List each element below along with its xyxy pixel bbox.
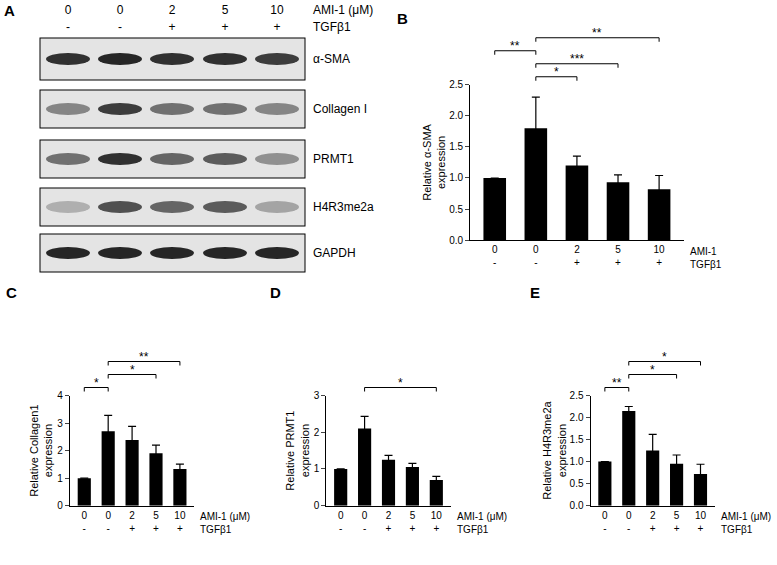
svg-text:Collagen I: Collagen I — [313, 102, 367, 116]
svg-text:A: A — [4, 2, 15, 19]
svg-text:5+: 5+ — [409, 510, 415, 534]
svg-text:*: * — [662, 350, 667, 364]
svg-text:0.0: 0.0 — [449, 235, 463, 246]
svg-text:5+: 5+ — [674, 510, 680, 534]
svg-text:10: 10 — [270, 3, 284, 17]
svg-text:0-: 0- — [492, 244, 498, 268]
svg-text:+: + — [273, 20, 280, 34]
svg-text:2.5: 2.5 — [570, 390, 584, 401]
svg-text:*: * — [398, 376, 403, 390]
svg-text:2+: 2+ — [574, 244, 580, 268]
svg-text:1.0: 1.0 — [449, 172, 463, 183]
svg-text:2+: 2+ — [650, 510, 656, 534]
svg-text:5+: 5+ — [615, 244, 621, 268]
svg-text:2: 2 — [57, 445, 63, 456]
svg-text:TGFβ1: TGFβ1 — [457, 524, 489, 535]
svg-text:-: - — [66, 20, 70, 34]
svg-text:0.5: 0.5 — [570, 478, 584, 489]
svg-text:+: + — [168, 20, 175, 34]
svg-text:0.0: 0.0 — [570, 500, 584, 511]
svg-text:TGFβ1: TGFβ1 — [200, 524, 232, 535]
svg-text:1.5: 1.5 — [449, 141, 463, 152]
svg-text:0: 0 — [57, 500, 63, 511]
svg-text:**: ** — [139, 350, 149, 364]
svg-text:10+: 10+ — [695, 510, 707, 534]
svg-text:3: 3 — [57, 418, 63, 429]
svg-text:3: 3 — [314, 390, 320, 401]
svg-text:**: ** — [510, 39, 520, 53]
svg-text:0.5: 0.5 — [449, 204, 463, 215]
svg-text:1: 1 — [57, 473, 63, 484]
svg-text:E: E — [530, 284, 540, 301]
svg-text:2.5: 2.5 — [449, 79, 463, 90]
svg-text:10+: 10+ — [431, 510, 443, 534]
svg-text:2: 2 — [314, 427, 320, 438]
svg-text:2+: 2+ — [386, 510, 392, 534]
svg-text:TGFβ1: TGFβ1 — [690, 259, 722, 270]
svg-text:*: * — [554, 65, 559, 79]
svg-text:*: * — [650, 363, 655, 377]
svg-text:Relative H4R3me2aexpression: Relative H4R3me2aexpression — [541, 400, 567, 499]
svg-text:0: 0 — [65, 3, 72, 17]
svg-text:0-: 0- — [105, 510, 111, 534]
svg-text:4: 4 — [57, 390, 63, 401]
svg-text:GAPDH: GAPDH — [313, 246, 356, 260]
svg-text:0-: 0- — [602, 510, 608, 534]
svg-text:1.5: 1.5 — [570, 434, 584, 445]
svg-text:0-: 0- — [362, 510, 368, 534]
svg-text:α-SMA: α-SMA — [313, 52, 350, 66]
svg-text:Relative Collagen1expression: Relative Collagen1expression — [28, 404, 54, 496]
svg-text:**: ** — [612, 376, 622, 390]
svg-text:D: D — [270, 284, 281, 301]
svg-text:2: 2 — [169, 3, 176, 17]
svg-text:0: 0 — [117, 3, 124, 17]
svg-text:5+: 5+ — [153, 510, 159, 534]
svg-text:AMI-1: AMI-1 — [690, 246, 717, 257]
svg-text:*: * — [130, 363, 135, 377]
svg-text:10+: 10+ — [174, 510, 186, 534]
svg-text:0: 0 — [314, 500, 320, 511]
svg-text:0-: 0- — [626, 510, 632, 534]
svg-text:*: * — [94, 376, 99, 390]
svg-text:Relative α-SMAexpression: Relative α-SMAexpression — [421, 123, 447, 200]
svg-text:C: C — [6, 284, 17, 301]
svg-text:AMI-1 (μM): AMI-1 (μM) — [721, 511, 771, 522]
svg-text:0-: 0- — [338, 510, 344, 534]
svg-text:H4R3me2a: H4R3me2a — [313, 200, 374, 214]
svg-text:1: 1 — [314, 463, 320, 474]
svg-text:TGFβ1: TGFβ1 — [721, 524, 753, 535]
svg-text:AMI-1 (μM): AMI-1 (μM) — [457, 511, 507, 522]
svg-text:2.0: 2.0 — [449, 110, 463, 121]
svg-text:PRMT1: PRMT1 — [313, 152, 354, 166]
svg-text:AMI-1 (μM): AMI-1 (μM) — [313, 3, 373, 17]
svg-text:Relative PRMT1expression: Relative PRMT1expression — [284, 411, 310, 491]
svg-text:TGFβ1: TGFβ1 — [313, 20, 351, 34]
svg-text:5: 5 — [222, 3, 229, 17]
svg-text:0-: 0- — [81, 510, 87, 534]
svg-text:2+: 2+ — [129, 510, 135, 534]
svg-text:1.0: 1.0 — [570, 456, 584, 467]
svg-text:B: B — [397, 10, 408, 27]
svg-text:2.0: 2.0 — [570, 412, 584, 423]
svg-text:**: ** — [592, 26, 602, 40]
svg-text:AMI-1 (μM): AMI-1 (μM) — [200, 511, 250, 522]
svg-text:***: *** — [570, 52, 584, 66]
svg-text:0-: 0- — [533, 244, 539, 268]
svg-text:-: - — [118, 20, 122, 34]
svg-text:+: + — [221, 20, 228, 34]
svg-text:10+: 10+ — [654, 244, 666, 268]
